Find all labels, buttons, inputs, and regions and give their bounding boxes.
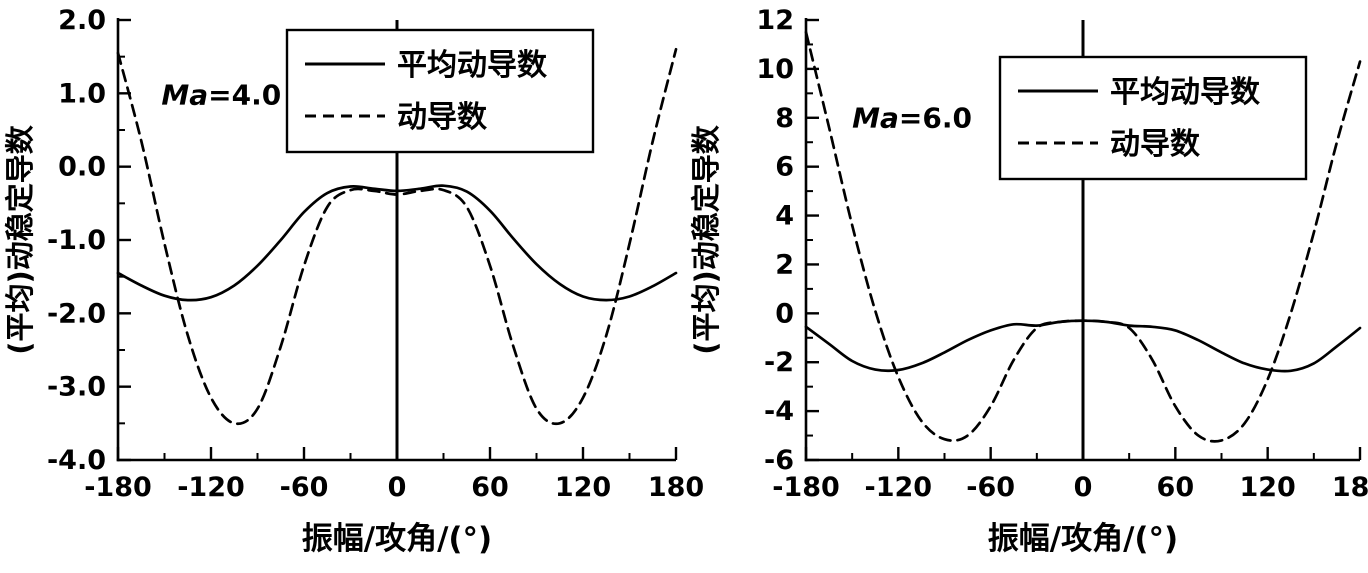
x-tick-label: 0 [388, 472, 407, 503]
x-tick-label: -120 [865, 472, 933, 503]
legend-box [998, 55, 1308, 181]
y-tick-label: 2 [775, 249, 794, 280]
series-line-dynamic-derivative [804, 30, 1362, 443]
x-tick-label: -180 [772, 472, 840, 503]
axis-ticks [116, 18, 678, 462]
y-tick-label: 8 [775, 103, 794, 134]
x-tick-label: 120 [555, 472, 611, 503]
series-line-dynamic-derivative [116, 47, 678, 426]
y-tick-label: -2.0 [47, 298, 106, 329]
series-line-mean-dynamic-derivative [116, 184, 678, 302]
y-axis-title: (平均)动稳定导数 [3, 124, 37, 355]
x-tick-label: 180 [1332, 472, 1368, 503]
y-tick-label: -1.0 [47, 225, 106, 256]
y-tick-label: 2.0 [58, 5, 106, 36]
y-tick-label: -4.0 [47, 445, 106, 476]
x-tick-label: -60 [280, 472, 329, 503]
x-tick-label: 120 [1239, 472, 1295, 503]
x-tick-label: -60 [966, 472, 1015, 503]
y-tick-label: 4 [775, 201, 794, 232]
mach-annotation: Ma=6.0 [852, 102, 972, 135]
y-tick-label: 10 [756, 54, 794, 85]
legend-label: 动导数 [397, 100, 488, 135]
x-tick-label: 60 [471, 472, 509, 503]
legend-label: 平均动导数 [397, 48, 548, 83]
chart-ma6: -180 -120 -60 0 60 120 180 12 10 8 6 4 2 0 -2 -4 -6 Ma=6.… [689, 5, 1368, 557]
y-tick-label: -2 [764, 347, 794, 378]
x-tick-label: 0 [1074, 472, 1093, 503]
legend-label: 动导数 [1110, 127, 1201, 162]
chart-ma4: -180 -120 -60 0 60 120 180 2.0 1.0 0.0 -1.0 -2.0 -3.… [3, 5, 704, 557]
axis-ticks [804, 18, 1362, 462]
y-tick-label: 6 [775, 152, 794, 183]
y-tick-label: 1.0 [58, 78, 106, 109]
x-tick-label: 60 [1157, 472, 1195, 503]
x-tick-label: -120 [177, 472, 245, 503]
y-tick-label: -4 [764, 396, 794, 427]
x-tick-label: -180 [84, 472, 152, 503]
y-tick-label: 12 [756, 5, 794, 36]
x-axis-title: 振幅/攻角/(°) [302, 521, 492, 557]
mach-annotation: Ma=4.0 [161, 78, 281, 111]
x-axis-title: 振幅/攻角/(°) [988, 521, 1178, 557]
x-tick-label: 180 [648, 472, 704, 503]
legend-box [285, 28, 595, 154]
y-tick-label: -3.0 [47, 372, 106, 403]
y-tick-label: -6 [764, 445, 794, 476]
legend-label: 平均动导数 [1110, 75, 1261, 110]
y-tick-label: 0 [775, 298, 794, 329]
y-axis-title: (平均)动稳定导数 [689, 124, 723, 355]
y-tick-label: 0.0 [58, 152, 106, 183]
